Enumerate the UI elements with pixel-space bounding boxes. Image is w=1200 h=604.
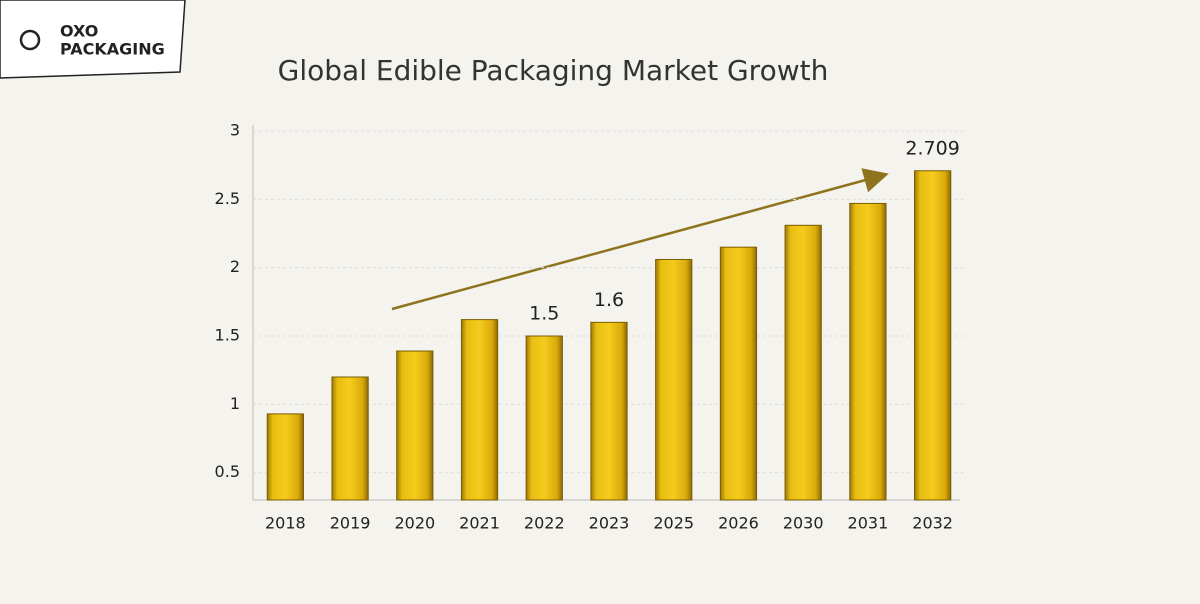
value-label: 1.6 xyxy=(594,289,624,311)
x-tick-label: 2026 xyxy=(718,514,759,533)
bar xyxy=(331,376,369,501)
y-tick-label: 1.5 xyxy=(215,326,240,345)
bar xyxy=(525,335,563,501)
logo-badge xyxy=(0,0,186,79)
x-tick-label: 2022 xyxy=(524,514,565,533)
bar xyxy=(719,246,758,501)
x-tick-label: 2020 xyxy=(394,514,435,533)
bar xyxy=(460,319,499,501)
x-tick-label: 2030 xyxy=(783,514,824,533)
x-tick-label: 2031 xyxy=(848,514,889,533)
x-tick-label: 2019 xyxy=(330,514,371,533)
x-tick-label: 2018 xyxy=(265,514,306,533)
logo-icon xyxy=(19,29,41,51)
x-tick-label: 2032 xyxy=(912,514,953,533)
y-tick-label: 3 xyxy=(230,121,240,140)
y-tick-label: 1 xyxy=(230,394,240,413)
bar xyxy=(396,350,434,501)
x-tick-label: 2025 xyxy=(653,514,694,533)
y-tick-label: 2.5 xyxy=(215,189,240,208)
x-tick-label: 2023 xyxy=(589,514,630,533)
bar xyxy=(914,170,952,501)
logo-text: OXO xyxy=(60,22,98,41)
logo-text: PACKAGING xyxy=(60,40,165,59)
value-label: 1.5 xyxy=(529,303,559,325)
value-label: 2.709 xyxy=(905,137,959,159)
bar xyxy=(849,202,887,501)
bar xyxy=(590,321,628,501)
bar xyxy=(266,413,304,501)
bar xyxy=(655,258,693,501)
y-tick-label: 2 xyxy=(230,257,240,276)
chart-title: Global Edible Packaging Market Growth xyxy=(278,54,829,87)
trend-arrow xyxy=(391,168,889,311)
bar xyxy=(784,224,822,501)
y-tick-label: 0.5 xyxy=(215,462,240,481)
x-tick-label: 2021 xyxy=(459,514,500,533)
